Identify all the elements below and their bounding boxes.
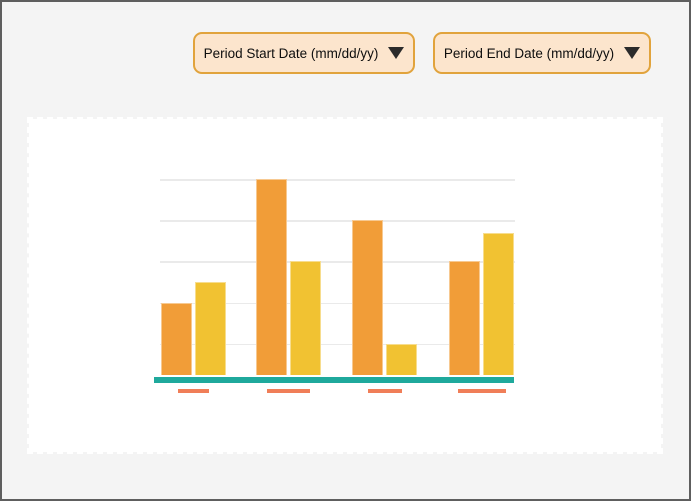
bar-yellow — [290, 261, 321, 385]
bar-orange — [352, 220, 383, 385]
period-start-date-label: Period Start Date (mm/dd/yy) — [203, 45, 379, 61]
period-start-date-dropdown[interactable]: Period Start Date (mm/dd/yy) — [193, 32, 415, 74]
x-tick-placeholder — [457, 389, 506, 393]
bar-orange — [161, 302, 192, 385]
gridline — [160, 220, 515, 222]
bar-orange — [449, 261, 480, 385]
chart-card — [27, 117, 663, 454]
gridline — [160, 343, 515, 346]
chevron-down-icon — [624, 47, 641, 59]
gridline — [160, 302, 515, 305]
grouped-bar-chart — [29, 119, 661, 452]
chevron-down-icon — [388, 47, 405, 59]
x-tick-placeholder — [267, 389, 310, 393]
bar-yellow — [195, 282, 226, 385]
x-tick-placeholder — [178, 389, 209, 393]
x-axis-line — [154, 375, 514, 385]
bar-orange — [256, 179, 287, 385]
period-end-date-label: Period End Date (mm/dd/yy) — [443, 45, 615, 61]
gridline — [160, 179, 515, 181]
period-end-date-dropdown[interactable]: Period End Date (mm/dd/yy) — [433, 32, 651, 74]
bar-yellow — [483, 232, 514, 385]
gridline — [160, 261, 515, 263]
x-tick-placeholder — [367, 389, 402, 393]
